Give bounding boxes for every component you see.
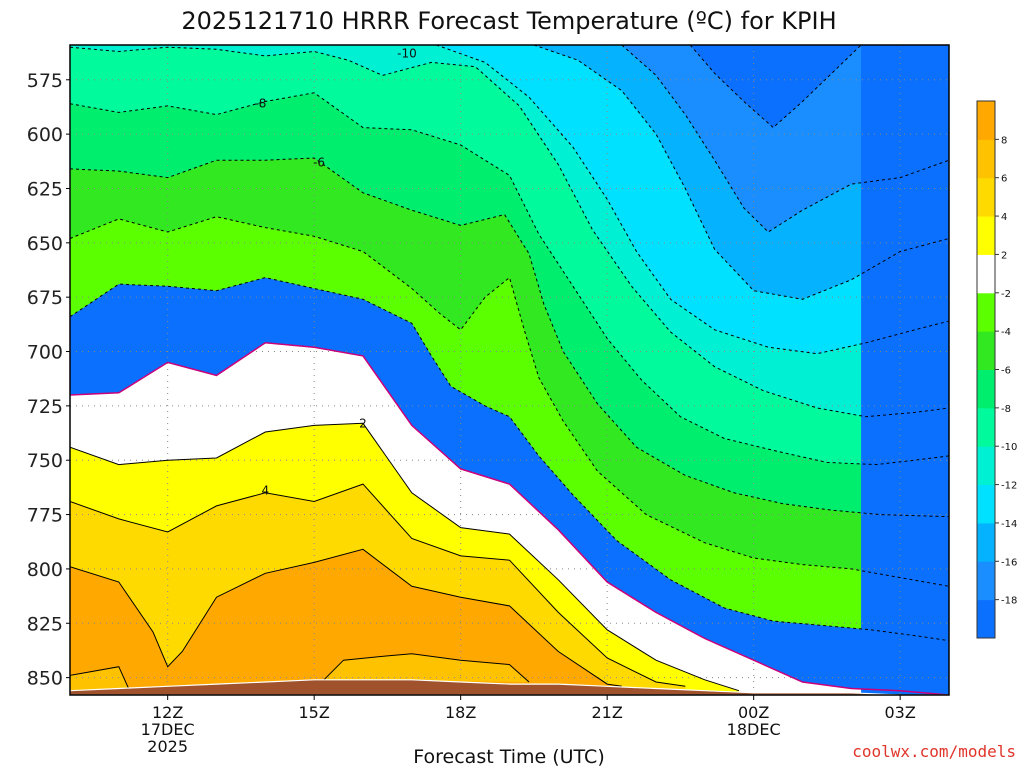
y-tick-label: 750	[27, 450, 63, 472]
isotherm-line	[70, 548, 622, 687]
x-tick-label: 18Z	[445, 703, 476, 722]
colorbar-swatch	[977, 522, 995, 562]
isotherm-lines	[70, 45, 949, 695]
colorbar-tick-label: 6	[1001, 174, 1007, 185]
colorbar-tick-label: -18	[1001, 596, 1017, 607]
colorbar-tick-label: -2	[1001, 289, 1011, 300]
temperature-band-fill	[323, 653, 529, 682]
isotherm-line	[70, 666, 130, 689]
y-tick-label: 575	[27, 70, 63, 92]
colorbar-swatch	[977, 369, 995, 409]
isotherm-line	[621, 45, 949, 233]
colorbar-tick-label: 4	[1001, 212, 1007, 223]
temperature-band-fill	[70, 666, 129, 695]
colorbar-swatch	[977, 216, 995, 255]
colorbar-tick-label: -12	[1001, 481, 1017, 492]
terrain-layer	[70, 679, 949, 695]
colorbar-swatch	[977, 101, 995, 140]
plot-area: -10 -8 -6 2 4	[70, 45, 949, 695]
colorbar-swatch	[977, 331, 995, 370]
x-tick-label: 21Z	[592, 703, 623, 722]
isotherm-line	[70, 342, 949, 695]
colorbar-swatch	[977, 561, 995, 601]
colorbar-tick-label: -4	[1001, 327, 1011, 338]
isotherm-line	[323, 653, 530, 683]
y-tick-label: 650	[27, 233, 63, 255]
gridlines	[70, 45, 949, 695]
y-tick-label: 775	[27, 505, 63, 527]
colorbar-legend: -18 -16 -14 -12 -10 -8 -6 -4 -2 2 4 6 8	[976, 100, 1017, 639]
isotherm-line	[70, 277, 949, 642]
colorbar-swatch	[977, 446, 995, 486]
y-tick-label: 725	[27, 396, 63, 418]
colorbar-swatch	[977, 599, 995, 639]
isotherm-line	[70, 483, 686, 687]
isotherm-label: -8	[254, 97, 266, 111]
colorbar-tick-label: -10	[1001, 442, 1017, 453]
y-tick-label: 625	[27, 178, 63, 200]
colorbar-tick-label: 8	[1001, 135, 1007, 146]
y-axis: 575 600 625 650 675 700 725 750 775 800 825 850	[27, 70, 70, 690]
colorbar-swatch	[977, 254, 995, 294]
x-tick-label: 03Z	[885, 703, 916, 722]
temperature-fills	[70, 45, 949, 695]
x-tick-label: 12Z	[152, 703, 183, 722]
x-tick-label: 15Z	[299, 703, 330, 722]
colorbar-swatch	[977, 292, 995, 332]
colorbar-swatch	[977, 139, 995, 179]
isotherm-line	[70, 422, 740, 692]
y-tick-label: 850	[27, 668, 63, 690]
isotherm-line	[436, 45, 949, 355]
isotherm-line	[689, 45, 862, 129]
isotherm-label: 4	[262, 484, 270, 498]
isotherm-line	[533, 45, 949, 300]
isotherm-labels: -10 -8 -6 2 4	[254, 47, 417, 498]
y-tick-label: 600	[27, 124, 63, 146]
y-tick-label: 825	[27, 613, 63, 635]
credit-text: coolwx.com/models	[852, 742, 1016, 761]
colorbar-swatch	[977, 177, 995, 217]
colorbar-swatch	[977, 407, 995, 447]
colorbar-tick-label: -8	[1001, 404, 1011, 415]
colorbar-tick-label: -16	[1001, 557, 1017, 568]
colorbar-tick-label: -14	[1001, 519, 1017, 530]
y-tick-label: 800	[27, 559, 63, 581]
isotherm-line	[70, 92, 949, 466]
isotherm-label: -10	[397, 47, 417, 61]
x-tick-label: 00Z	[738, 703, 769, 722]
x-tick-label: 2025	[147, 737, 188, 756]
colorbar-tick-label: -6	[1001, 366, 1011, 377]
isotherm-line	[70, 216, 949, 587]
temperature-band-fill	[690, 45, 949, 695]
y-tick-label: 675	[27, 287, 63, 309]
x-tick-label: 17DEC	[141, 720, 195, 739]
colorbar-tick-label: 2	[1001, 250, 1007, 261]
isotherm-label: 2	[359, 416, 367, 430]
isotherm-line	[70, 46, 949, 418]
x-tick-label: 18DEC	[727, 720, 781, 739]
plot-frame	[69, 44, 950, 696]
colorbar-swatch	[977, 484, 995, 524]
isotherm-label: -6	[313, 155, 325, 169]
x-axis-label: Forecast Time (UTC)	[413, 746, 604, 768]
y-tick-label: 700	[27, 342, 63, 364]
terrain-fill	[70, 679, 949, 695]
chart-title: 2025121710 HRRR Forecast Temperature (ºC…	[181, 7, 836, 35]
